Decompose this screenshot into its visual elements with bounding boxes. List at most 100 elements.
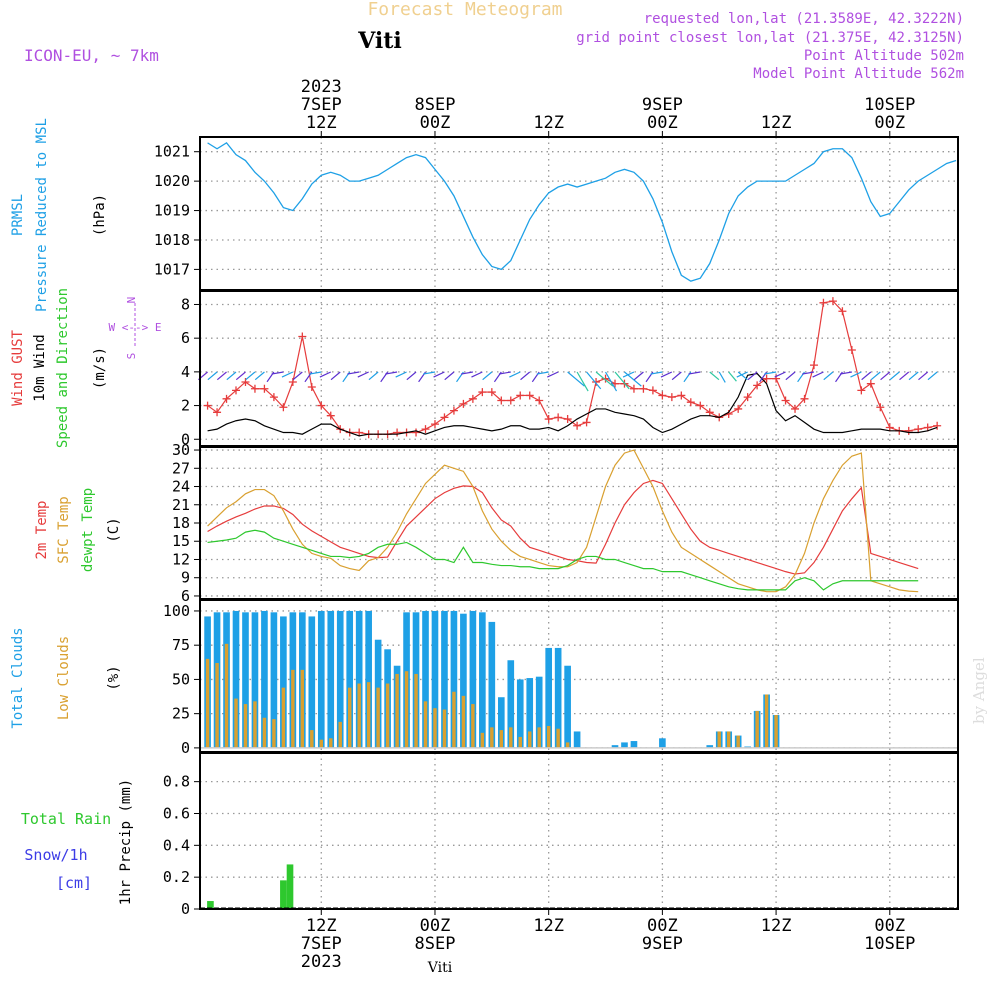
total-cloud-bar — [526, 678, 534, 748]
wind-direction-arrow — [650, 371, 663, 375]
low-cloud-bar — [310, 730, 314, 748]
wind-direction-arrow — [622, 371, 635, 378]
wind-direction-arrow — [292, 371, 303, 381]
low-cloud-bar — [546, 725, 551, 748]
top-time-date: 7SEP — [301, 95, 342, 115]
y-tick-label-temperature: 12 — [172, 550, 190, 568]
wind-label-1: Wind GUST — [10, 330, 26, 406]
gust-marker — [838, 307, 847, 316]
total-cloud-bar — [469, 610, 477, 748]
wind-direction-arrow — [254, 371, 265, 381]
wind-direction-arrow — [406, 371, 417, 381]
gust-marker — [487, 388, 496, 397]
model-altitude: Model Point Altitude 562m — [753, 66, 964, 82]
total-cloud-bar — [479, 612, 486, 748]
gust-marker — [885, 423, 894, 432]
compass-we: W <--> E — [109, 321, 162, 334]
wind-direction-arrow — [747, 371, 758, 381]
wind-direction-arrow — [736, 371, 748, 378]
y-tick-label-clouds: 100 — [163, 602, 190, 620]
gust-marker — [393, 428, 402, 437]
wind-direction-arrow — [547, 371, 559, 378]
low-cloud-bar — [755, 710, 759, 748]
gust-marker — [573, 421, 582, 430]
low-cloud-bar — [357, 683, 361, 748]
clouds-unit: (%) — [106, 665, 122, 690]
total-cloud-bar — [545, 647, 552, 748]
gust-marker — [639, 384, 648, 393]
gust-marker — [412, 428, 421, 437]
wind-direction-arrow — [595, 371, 614, 387]
gust-marker — [677, 391, 686, 400]
gust-marker — [279, 403, 288, 412]
temp-unit: (C) — [106, 517, 122, 542]
low-cloud-bar — [556, 728, 560, 748]
gust-marker — [203, 401, 212, 410]
total-cloud-bar — [422, 610, 429, 748]
wind-direction-arrow — [385, 371, 398, 375]
gust-marker — [648, 386, 657, 395]
gust-marker — [791, 404, 800, 413]
wind-direction-arrow — [812, 371, 824, 378]
wind-direction-arrow — [850, 371, 862, 378]
gust-marker — [582, 418, 591, 427]
bottom-time-date: 10SEP — [864, 934, 915, 954]
gust-marker — [535, 396, 544, 405]
low-cloud-bar — [300, 669, 305, 748]
precip-label-1: Total Rain — [21, 810, 111, 828]
location-title: Viti — [357, 28, 402, 54]
bottom-time-date: 9SEP — [642, 934, 683, 954]
temp-label-1: 2m Temp — [34, 500, 50, 559]
wind-direction-arrow — [330, 371, 341, 381]
y-tick-label-clouds: 75 — [172, 636, 190, 654]
pressure-line — [207, 142, 957, 282]
low-cloud-bar — [347, 687, 352, 748]
total-cloud-bar — [355, 610, 363, 748]
low-cloud-bar — [414, 673, 418, 748]
gust-marker — [421, 425, 430, 434]
gust-marker — [819, 298, 828, 307]
low-cloud-bar — [565, 742, 570, 748]
gust-marker — [866, 379, 875, 388]
bottom-time-hour: 00Z — [420, 916, 451, 936]
y-tick-label-wind: 0 — [181, 430, 190, 448]
low-cloud-bar — [291, 669, 295, 748]
wind-direction-arrow — [918, 371, 929, 381]
clouds-label-1: Total Clouds — [10, 627, 26, 728]
total-cloud-bar — [554, 647, 562, 748]
bottom-time-hour: 12Z — [306, 916, 337, 936]
gust-marker — [876, 403, 885, 412]
low-cloud-bar — [224, 643, 229, 748]
gust-marker — [743, 393, 752, 402]
gust-marker — [933, 421, 942, 430]
y-tick-label-wind: 8 — [181, 295, 190, 313]
panel-frame-wind — [199, 290, 959, 447]
bottom-time-hour: 00Z — [874, 916, 905, 936]
low-cloud-bar — [528, 731, 532, 748]
gust-marker — [478, 388, 487, 397]
total-cloud-bar — [365, 610, 372, 748]
total-cloud-bar — [242, 612, 249, 748]
wind-direction-arrow — [576, 371, 589, 392]
y-tick-label-precip: 0.8 — [163, 773, 190, 791]
low-cloud-bar — [509, 727, 513, 748]
temp-label-3: dewpt Temp — [80, 488, 96, 572]
gust-marker — [629, 384, 638, 393]
wind-direction-arrow — [728, 371, 737, 382]
y-tick-label-temperature: 30 — [172, 441, 190, 459]
low-cloud-bar — [366, 682, 371, 748]
wind-direction-arrow — [802, 371, 815, 375]
wind-direction-arrow — [207, 371, 218, 381]
clouds-label-2: Low Clouds — [56, 636, 72, 720]
model-label: ICON-EU, ~ 7km — [24, 46, 159, 65]
wind-line — [207, 372, 938, 437]
y-tick-label-temperature: 21 — [172, 496, 190, 514]
wind-direction-arrow — [880, 371, 891, 381]
low-cloud-bar — [452, 691, 456, 748]
low-cloud-bar — [518, 736, 522, 748]
gust-marker — [667, 393, 676, 402]
y-tick-label-precip: 0.6 — [163, 804, 190, 822]
wind-direction-arrow — [319, 371, 332, 378]
wind-direction-arrow — [423, 371, 436, 375]
wind-direction-arrow — [870, 371, 881, 381]
